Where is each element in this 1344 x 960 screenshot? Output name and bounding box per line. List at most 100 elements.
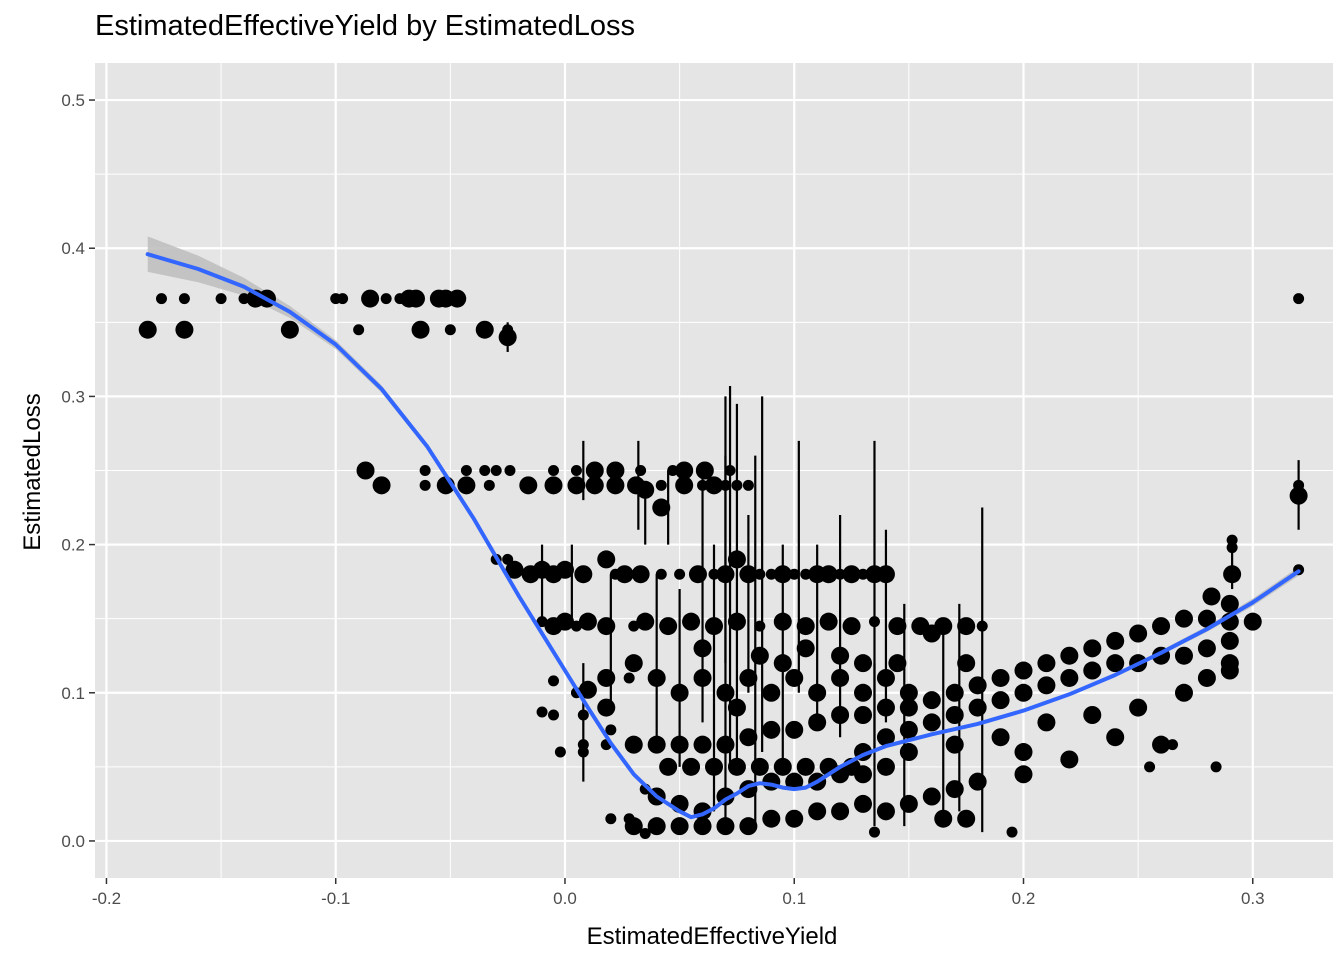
data-point: [785, 720, 804, 739]
data-point: [808, 683, 827, 702]
data-point: [899, 698, 918, 717]
data-point: [548, 675, 560, 687]
data-point: [1014, 765, 1033, 784]
y-tick-label: 0.0: [61, 832, 85, 851]
data-point: [577, 746, 589, 758]
data-point: [567, 476, 586, 495]
data-point: [1152, 617, 1171, 636]
data-point: [693, 639, 712, 658]
data-point: [574, 565, 593, 584]
data-point: [854, 706, 873, 724]
data-point: [762, 683, 781, 702]
data-point: [876, 565, 895, 584]
data-point: [1083, 706, 1102, 724]
data-point: [606, 476, 625, 495]
data-point: [1129, 698, 1148, 717]
data-point: [1174, 683, 1193, 702]
data-point: [945, 706, 964, 724]
data-point: [705, 617, 723, 636]
points-layer: [138, 289, 1308, 840]
data-point: [597, 698, 616, 717]
data-point: [670, 683, 689, 702]
y-tick-label: 0.1: [61, 684, 85, 703]
data-point: [957, 654, 976, 673]
data-point: [1037, 676, 1056, 695]
data-point: [819, 565, 838, 584]
data-point: [175, 320, 194, 339]
data-point: [796, 757, 815, 776]
data-point: [888, 654, 907, 673]
data-point: [1129, 624, 1148, 643]
data-point: [597, 668, 616, 687]
x-tick-label: -0.2: [92, 889, 121, 908]
data-point: [716, 735, 735, 754]
data-point: [899, 794, 918, 813]
data-point: [460, 465, 472, 476]
data-point: [854, 794, 873, 813]
data-point: [280, 320, 299, 339]
data-point: [639, 828, 651, 840]
data-point: [623, 813, 635, 825]
data-point: [1037, 654, 1056, 673]
data-point: [1006, 826, 1018, 838]
data-point: [504, 465, 516, 476]
chart-title: EstimatedEffectiveYield by EstimatedLoss: [95, 10, 635, 42]
data-point: [739, 817, 758, 836]
data-point: [739, 668, 758, 687]
data-point: [623, 672, 635, 684]
x-tick-label: 0.3: [1241, 889, 1265, 908]
data-point: [708, 568, 720, 580]
data-point: [785, 668, 804, 687]
data-point: [1106, 654, 1125, 673]
data-point: [854, 765, 873, 784]
data-point: [922, 713, 941, 732]
data-point: [647, 668, 666, 687]
data-point: [765, 568, 777, 580]
data-point: [968, 676, 987, 695]
data-point: [1293, 293, 1305, 305]
data-point: [490, 465, 502, 476]
data-point: [361, 289, 380, 308]
y-tick-label: 0.2: [61, 536, 85, 555]
data-point: [876, 698, 895, 717]
x-axis-label: EstimatedEffectiveYield: [586, 923, 838, 950]
data-point: [773, 654, 792, 673]
data-point: [957, 809, 976, 828]
data-point: [1243, 612, 1262, 631]
data-point: [888, 617, 907, 636]
data-point: [719, 479, 731, 491]
data-point: [519, 476, 538, 495]
data-point: [800, 568, 812, 580]
data-point: [808, 713, 827, 732]
data-point: [876, 668, 895, 687]
data-point: [655, 568, 667, 580]
data-point: [577, 709, 589, 721]
data-point: [727, 757, 746, 776]
data-point: [652, 498, 671, 517]
data-point: [785, 809, 804, 828]
data-point: [544, 476, 563, 495]
data-point: [554, 746, 566, 758]
data-point: [868, 826, 880, 838]
data-point: [1197, 639, 1216, 658]
data-point: [754, 620, 766, 632]
data-point: [1037, 713, 1056, 732]
data-point: [1014, 661, 1033, 680]
data-point: [727, 550, 746, 569]
data-point: [1106, 631, 1125, 650]
data-point: [976, 620, 988, 632]
data-point: [356, 461, 375, 480]
data-point: [876, 728, 895, 747]
data-point: [659, 617, 678, 636]
data-point: [631, 565, 650, 584]
data-point: [727, 698, 746, 717]
data-point: [647, 735, 666, 754]
data-point: [411, 320, 430, 339]
data-point: [1060, 668, 1079, 687]
data-point: [868, 616, 880, 628]
data-point: [178, 293, 190, 305]
data-point: [785, 772, 804, 791]
data-point: [1144, 761, 1156, 773]
data-point: [695, 461, 714, 480]
